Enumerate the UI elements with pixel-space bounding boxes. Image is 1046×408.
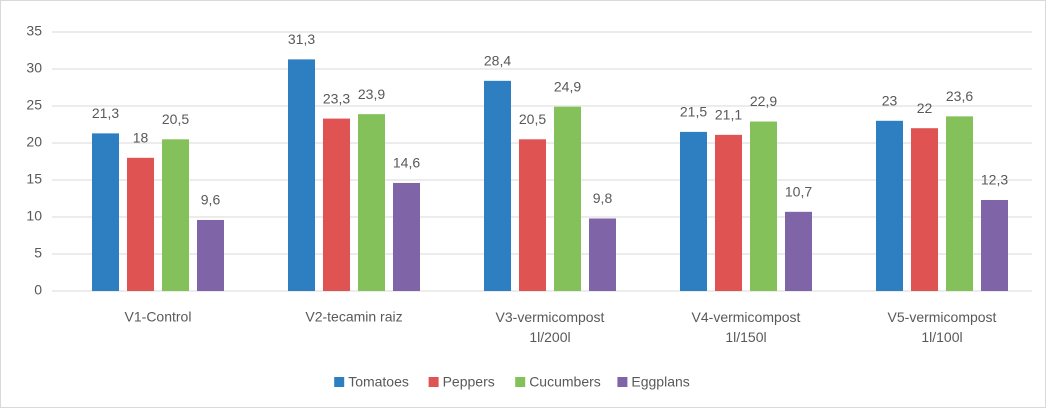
bar <box>127 157 154 291</box>
x-tick-label: V1-Control <box>125 309 192 325</box>
bar <box>715 134 742 291</box>
data-label: 12,3 <box>981 172 1008 188</box>
y-tick-label: 25 <box>26 97 42 113</box>
bar <box>554 106 581 292</box>
data-label: 20,5 <box>162 111 189 127</box>
data-label: 9,6 <box>201 192 221 208</box>
bar <box>785 211 812 291</box>
legend-swatch <box>617 377 628 387</box>
legend-swatch <box>515 377 526 387</box>
bar <box>911 128 938 291</box>
legend-label: Peppers <box>443 374 495 390</box>
data-label: 21,1 <box>715 107 742 123</box>
bar <box>680 131 707 291</box>
bar <box>197 219 224 291</box>
x-tick-label: V4-vermicompost 1l/150l <box>692 309 801 345</box>
x-tick-label: V2-tecamin raiz <box>305 309 402 325</box>
data-label: 22 <box>917 100 933 116</box>
bar <box>750 121 777 291</box>
y-tick-label: 0 <box>34 282 42 298</box>
legend-label: Cucumbers <box>529 374 601 390</box>
x-tick-label: V3-vermicompost 1l/200l <box>496 309 605 345</box>
data-label: 21,5 <box>680 104 707 120</box>
bar <box>876 120 903 291</box>
legend-label: Eggplans <box>631 374 689 390</box>
data-label: 14,6 <box>393 155 420 171</box>
data-label: 21,3 <box>92 105 119 121</box>
y-tick-label: 20 <box>26 134 42 150</box>
y-tick-label: 5 <box>34 245 42 261</box>
data-label: 24,9 <box>554 78 581 94</box>
bar <box>393 182 420 291</box>
data-label: 10,7 <box>785 184 812 200</box>
y-tick-label: 10 <box>26 208 42 224</box>
data-label: 22,9 <box>750 93 777 109</box>
data-label: 23,9 <box>358 86 385 102</box>
data-label: 23 <box>882 93 898 109</box>
data-label: 23,6 <box>946 88 973 104</box>
data-label: 18 <box>133 130 149 146</box>
data-label: 31,3 <box>288 31 315 47</box>
bar <box>946 116 973 291</box>
y-tick-label: 15 <box>26 171 42 187</box>
data-label: 23,3 <box>323 90 350 106</box>
bar <box>358 114 385 291</box>
data-label: 9,8 <box>593 190 613 206</box>
bar <box>162 139 189 291</box>
legend-swatch <box>428 377 439 387</box>
data-label: 28,4 <box>484 53 511 69</box>
y-tick-label: 30 <box>26 60 42 76</box>
bar <box>484 80 511 291</box>
x-tick-label: V5-vermicompost 1l/100l <box>888 309 997 345</box>
bar <box>519 139 546 291</box>
bar <box>288 59 315 291</box>
bar <box>981 199 1008 291</box>
y-tick-label: 35 <box>26 23 42 39</box>
legend-label: Tomatoes <box>348 374 409 390</box>
bar <box>589 218 616 291</box>
legend-swatch <box>334 377 345 387</box>
data-label: 20,5 <box>519 111 546 127</box>
bar <box>92 133 119 291</box>
bar <box>323 118 350 291</box>
